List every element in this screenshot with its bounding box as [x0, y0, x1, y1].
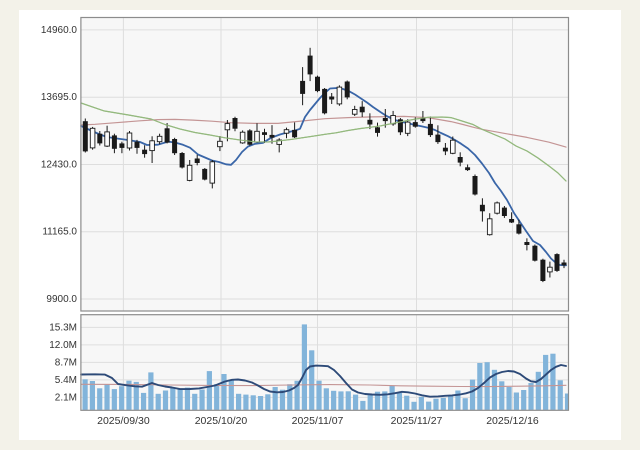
svg-text:2025/10/20: 2025/10/20	[195, 415, 248, 427]
svg-text:8.7M: 8.7M	[55, 357, 77, 368]
svg-text:2025/11/07: 2025/11/07	[292, 415, 344, 427]
svg-text:2025/09/30: 2025/09/30	[97, 415, 150, 427]
svg-text:14960.0: 14960.0	[41, 25, 78, 36]
svg-text:13695.0: 13695.0	[41, 92, 78, 103]
svg-text:12.0M: 12.0M	[49, 340, 77, 351]
svg-text:15.3M: 15.3M	[49, 322, 77, 333]
svg-text:2025/11/27: 2025/11/27	[391, 415, 443, 427]
svg-text:9900.0: 9900.0	[46, 294, 77, 305]
svg-text:2.1M: 2.1M	[55, 392, 77, 403]
svg-text:2025/12/16: 2025/12/16	[486, 415, 539, 427]
svg-text:11165.0: 11165.0	[42, 227, 77, 238]
svg-text:12430.0: 12430.0	[41, 160, 78, 171]
svg-text:5.4M: 5.4M	[55, 375, 77, 386]
